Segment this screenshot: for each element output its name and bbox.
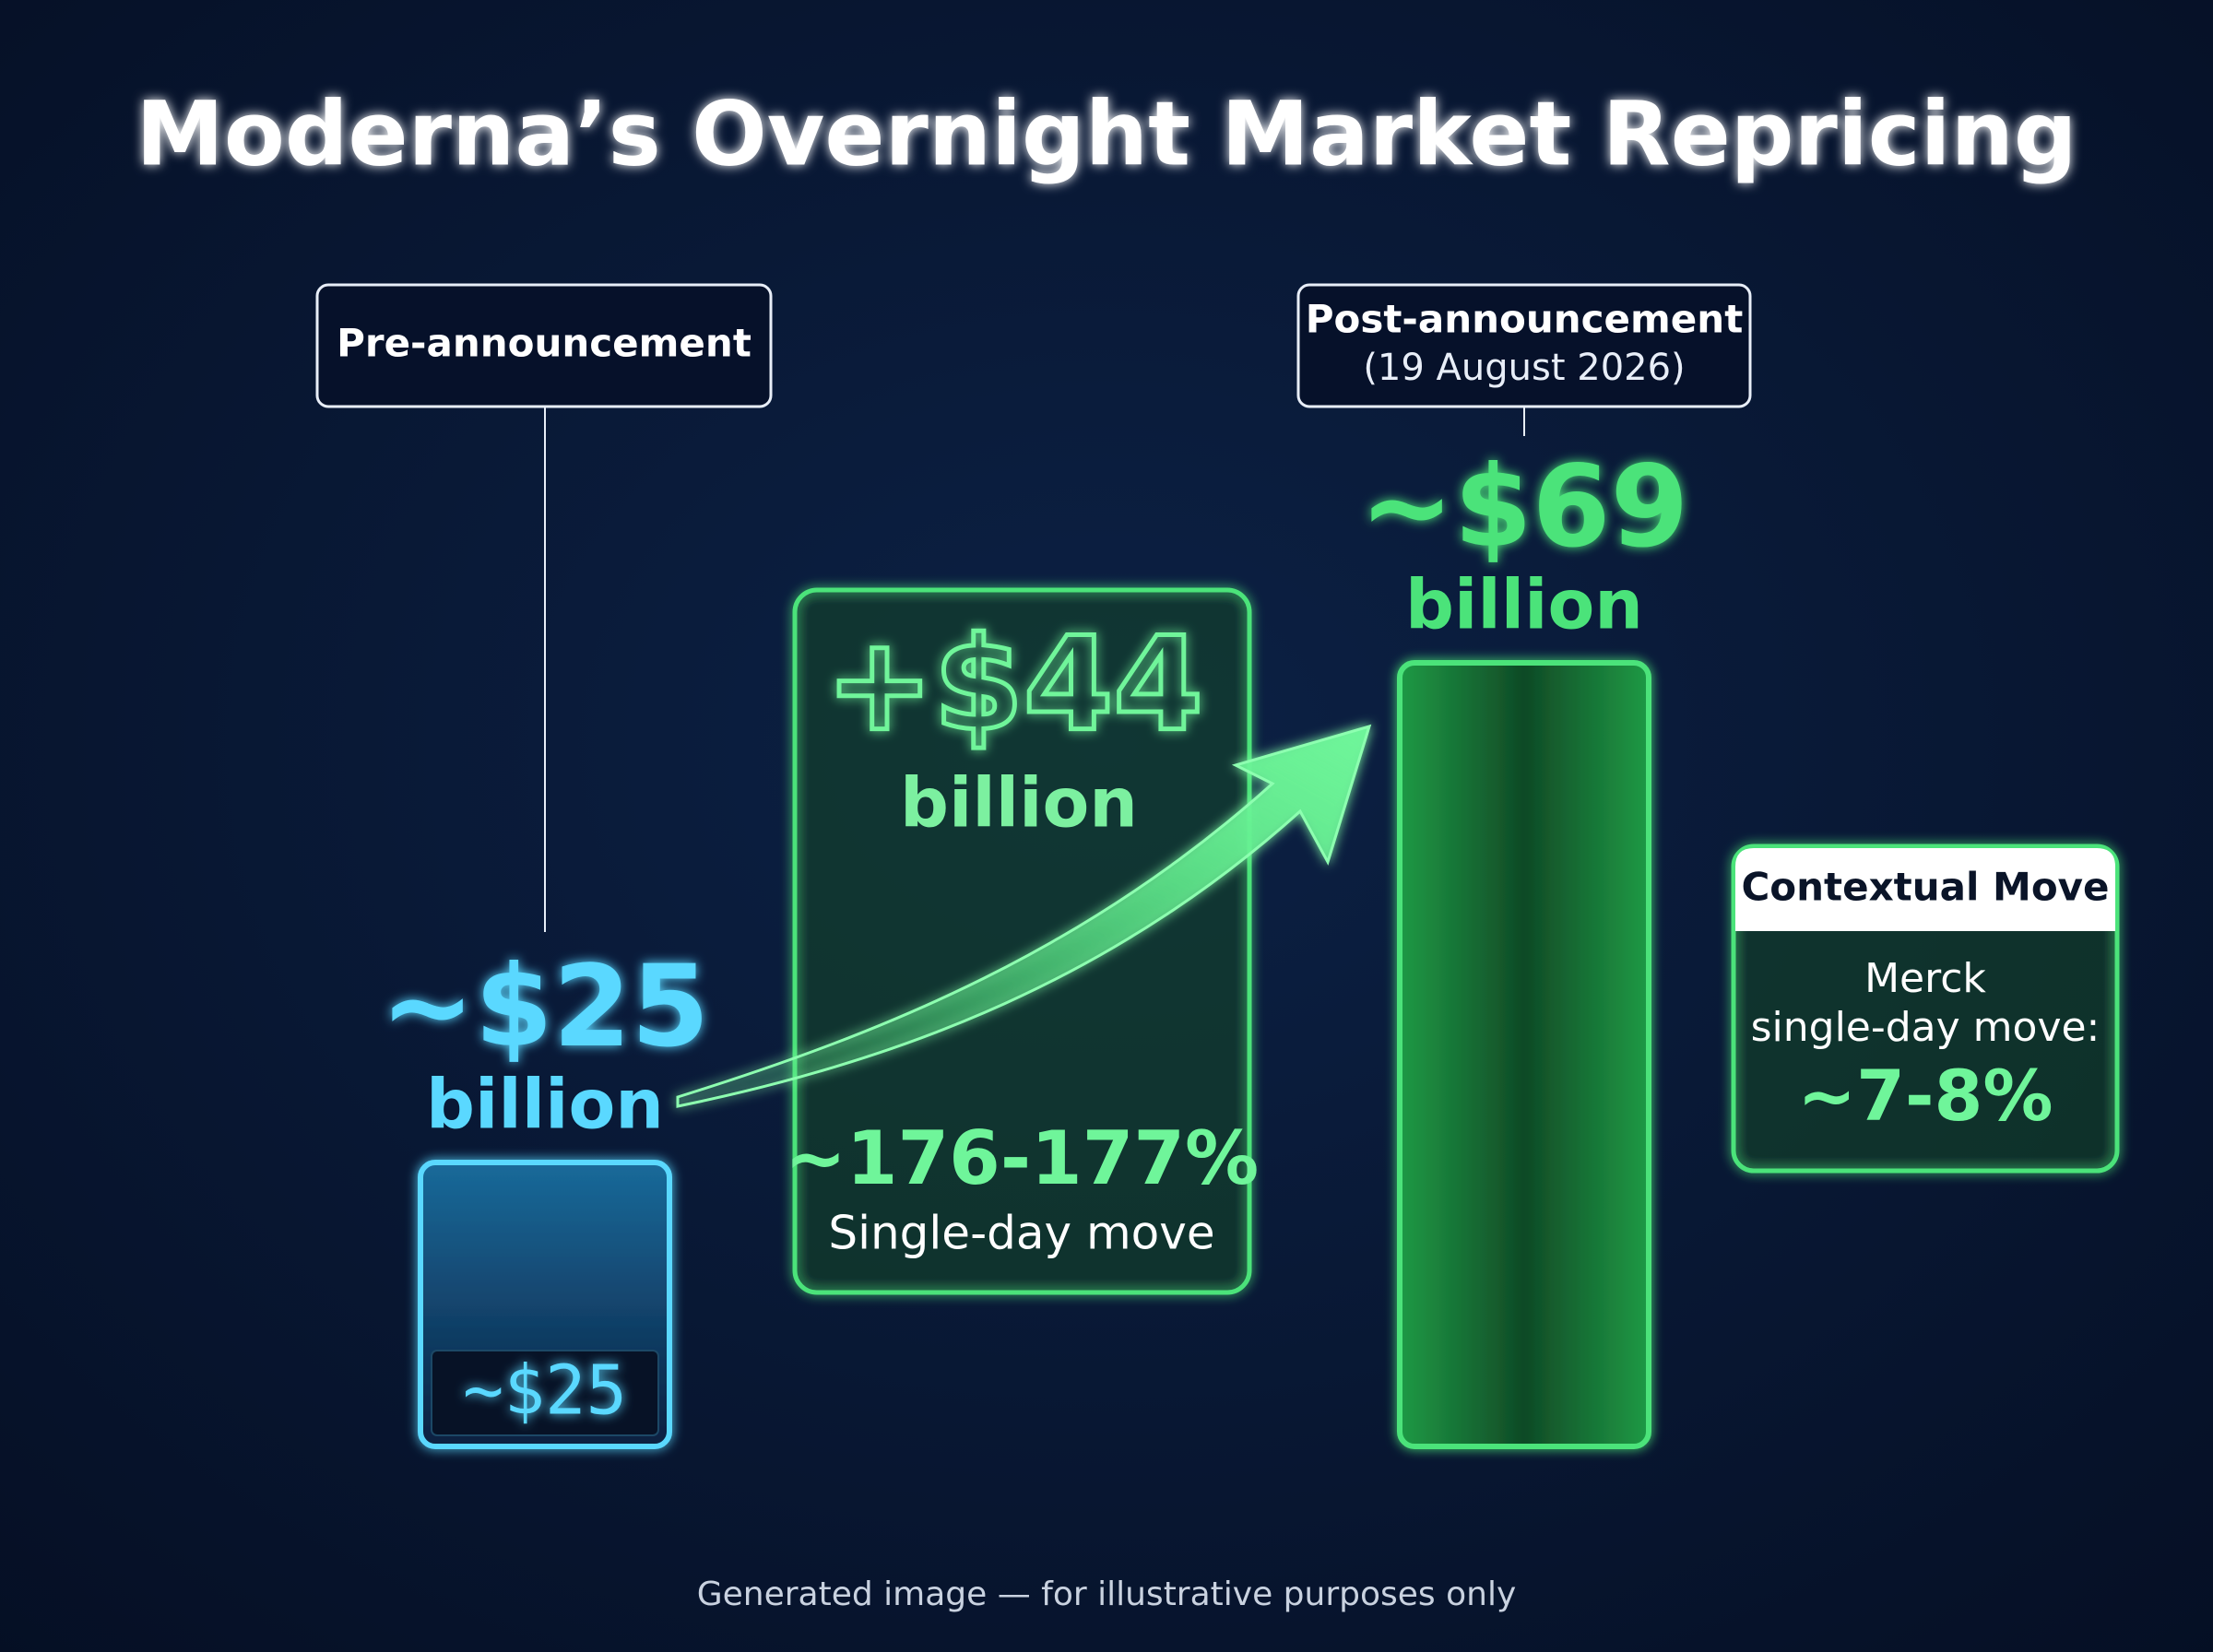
context-line: Merck [1864, 955, 1986, 1002]
digital-display [431, 1350, 659, 1436]
change-caption: Single-day move [828, 1207, 1214, 1260]
change-box [792, 587, 1252, 1295]
context-title: Contextual Move [1741, 865, 2109, 910]
value-label: ~$25 [381, 941, 710, 1072]
context-value: ~7-8% [1797, 1055, 2053, 1137]
category-note: (19 August 2026) [1363, 347, 1685, 389]
value-unit: billion [1405, 566, 1643, 645]
value-unit: billion [426, 1066, 664, 1145]
digital-value: ~$25 [463, 1351, 627, 1431]
chart-title: Moderna’s Overnight Market Repricing [136, 82, 2077, 185]
category-label: Pre-announcement [337, 321, 751, 366]
change-unit: billion [900, 764, 1138, 844]
context-header [1735, 848, 2115, 931]
bar [1397, 660, 1651, 1449]
growth-arrow [676, 724, 1372, 1108]
chart-layer: billion~$25Pre-announcement~$25billion~$… [155, 283, 2120, 1449]
value-label: ~$69 [1360, 442, 1689, 572]
change-label: +$44 [825, 610, 1203, 761]
change-percent: ~176-177% [785, 1115, 1259, 1201]
category-label: Post-announcement [1306, 297, 1744, 342]
context-line: single-day move: [1751, 1004, 2101, 1051]
footer: Generated image — for illustrative purpo… [697, 1575, 1517, 1613]
